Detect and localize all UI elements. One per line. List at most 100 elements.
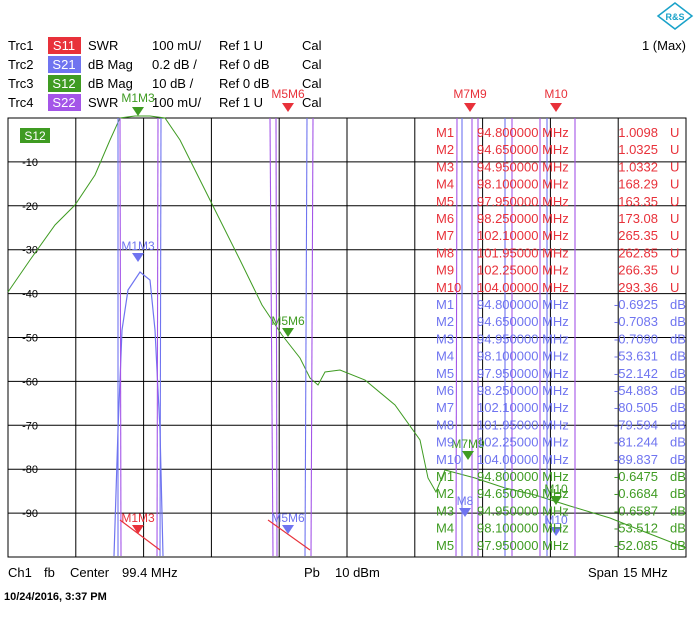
marker-triangle[interactable]: [550, 496, 562, 505]
marker-row-value: -0.6587: [614, 503, 658, 518]
trace-scale[interactable]: 10 dB /: [152, 76, 194, 91]
marker-row-freq: 98.250000 MHz: [477, 211, 569, 226]
marker-row-unit: U: [670, 142, 679, 157]
marker-row-id: M4: [436, 349, 454, 364]
svg-text:R&S: R&S: [665, 12, 684, 22]
marker-row-id: M1: [436, 469, 454, 484]
power-value[interactable]: 10 dBm: [335, 565, 380, 580]
trace-scale[interactable]: 0.2 dB /: [152, 57, 197, 72]
trace-format[interactable]: dB Mag: [88, 76, 133, 91]
marker-row-freq: 104.00000 MHz: [477, 280, 569, 295]
marker-triangle[interactable]: [282, 525, 294, 534]
marker-row-freq: 97.950000 MHz: [477, 194, 569, 209]
marker-row-freq: 94.950000 MHz: [477, 159, 569, 174]
sweep-type: fb: [44, 565, 55, 580]
trace-id[interactable]: Trc2: [8, 57, 34, 72]
marker-row-freq: 104.00000 MHz: [477, 452, 569, 467]
active-trace-badge-bg[interactable]: [20, 128, 50, 143]
rohde-schwarz-logo: R&S: [656, 2, 694, 30]
top-marker-label[interactable]: M5M6: [271, 87, 305, 101]
marker-triangle[interactable]: [282, 103, 294, 112]
marker-row-value: 262.85: [618, 245, 658, 260]
trace-param-bg[interactable]: [48, 75, 81, 92]
span-value[interactable]: 15 MHz: [623, 565, 668, 580]
marker-row-unit: U: [670, 125, 679, 140]
marker-row-value: -89.837: [614, 452, 658, 467]
marker-row-unit: dB: [670, 383, 686, 398]
marker-triangle[interactable]: [282, 328, 294, 337]
trace-ref[interactable]: Ref 1 U: [219, 95, 263, 110]
trace-curves: [7, 115, 687, 557]
s11-trace-segment: [119, 519, 161, 551]
trace-id[interactable]: Trc4: [8, 95, 34, 110]
marker-row-value: -81.244: [614, 435, 658, 450]
marker-row-value: 1.0325: [618, 142, 658, 157]
trace-marker-label[interactable]: M8: [457, 494, 474, 508]
marker-row-id: M3: [436, 331, 454, 346]
trace-marker-label[interactable]: M1M3: [121, 239, 155, 253]
center-frequency[interactable]: 99.4 MHz: [122, 565, 178, 580]
marker-triangle[interactable]: [132, 525, 144, 534]
marker-triangle[interactable]: [132, 107, 144, 116]
y-tick-label: -30: [22, 245, 38, 257]
y-tick-label: -40: [22, 289, 38, 301]
trace-param-bg[interactable]: [48, 37, 81, 54]
trace-format[interactable]: SWR: [88, 95, 118, 110]
marker-row-id: M5: [436, 194, 454, 209]
trace-ref[interactable]: Ref 1 U: [219, 38, 263, 53]
marker-row-value: -52.085: [614, 538, 658, 553]
trace-param[interactable]: S21: [52, 57, 75, 72]
trace-id[interactable]: Trc1: [8, 38, 34, 53]
trace-scale[interactable]: 100 mU/: [152, 38, 202, 53]
marker-row-value: 168.29: [618, 177, 658, 192]
trace-format[interactable]: SWR: [88, 38, 118, 53]
marker-info-table: M1 94.800000 MHz 1.0098 U M2 94.650000 MHz 1.0…: [436, 125, 686, 553]
trace-format[interactable]: dB Mag: [88, 57, 133, 72]
marker-triangle[interactable]: [459, 508, 471, 517]
marker-row-freq: 98.100000 MHz: [477, 521, 569, 536]
trace-id[interactable]: Trc3: [8, 76, 34, 91]
trace-marker-label[interactable]: M10: [544, 513, 568, 527]
trace-scale[interactable]: 100 mU/: [152, 95, 202, 110]
marker-row-value: -0.6684: [614, 486, 658, 501]
marker-row-value: -52.142: [614, 366, 658, 381]
marker-row-value: -0.7083: [614, 314, 658, 329]
trace-marker-label[interactable]: M10: [544, 482, 568, 496]
marker-row-unit: dB: [670, 435, 686, 450]
top-marker-label[interactable]: M7M9: [453, 87, 487, 101]
s21-trace: [113, 271, 164, 557]
marker-row-freq: 101.95000 MHz: [477, 417, 569, 432]
marker-row-freq: 97.950000 MHz: [477, 366, 569, 381]
trace-param-bg[interactable]: [48, 56, 81, 73]
marker-triangle[interactable]: [464, 103, 476, 112]
marker-row-freq: 94.650000 MHz: [477, 486, 569, 501]
marker-row-freq: 94.650000 MHz: [477, 142, 569, 157]
y-tick-label: -20: [22, 201, 38, 213]
marker-row-id: M5: [436, 366, 454, 381]
active-trace-badge[interactable]: S12: [24, 129, 46, 143]
marker-row-freq: 94.950000 MHz: [477, 503, 569, 518]
channel-footer: Ch1 fb Center 99.4 MHz Pb 10 dBm Span 15…: [8, 565, 668, 580]
marker-row-id: M3: [436, 159, 454, 174]
trace-ref[interactable]: Ref 0 dB: [219, 76, 270, 91]
marker-triangle[interactable]: [550, 527, 562, 536]
top-marker-label[interactable]: M10: [544, 87, 568, 101]
marker-triangle[interactable]: [462, 451, 474, 460]
marker-row-freq: 94.800000 MHz: [477, 297, 569, 312]
marker-row-value: 163.35: [618, 194, 658, 209]
trace-marker-label[interactable]: M7M9: [451, 437, 485, 451]
marker-row-freq: 101.95000 MHz: [477, 245, 569, 260]
trace-marker-label[interactable]: M1M3: [121, 511, 155, 525]
trace-param[interactable]: S11: [53, 38, 75, 53]
top-marker-label[interactable]: M1M3: [121, 91, 155, 105]
trace-param-bg[interactable]: [48, 94, 81, 111]
trace-marker-label[interactable]: M5M6: [271, 314, 305, 328]
marker-row-value: -79.594: [614, 417, 658, 432]
trace-marker-label[interactable]: M5M6: [271, 511, 305, 525]
trace-param[interactable]: S12: [52, 76, 75, 91]
s22-trace-segment: [304, 117, 308, 557]
trace-ref[interactable]: Ref 0 dB: [219, 57, 270, 72]
marker-triangle[interactable]: [550, 103, 562, 112]
marker-triangle[interactable]: [132, 253, 144, 262]
trace-param[interactable]: S22: [52, 95, 75, 110]
